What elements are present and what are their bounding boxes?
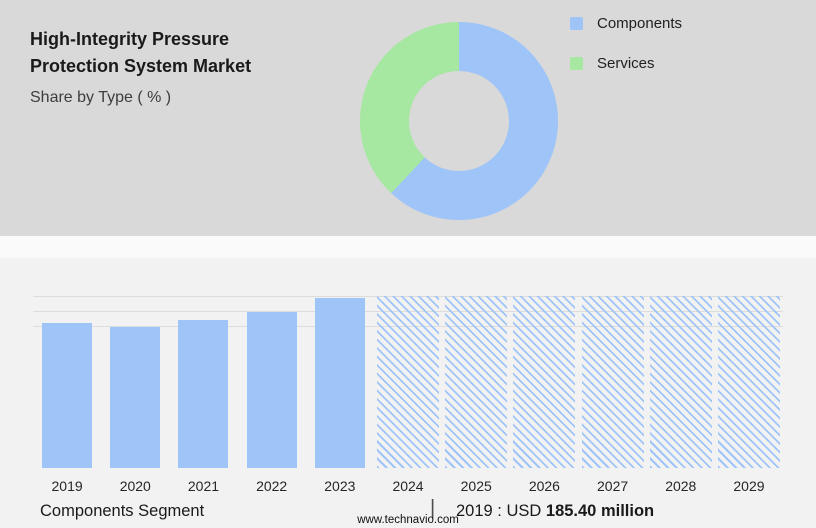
title-block: High-Integrity Pressure Protection Syste… [30, 26, 251, 109]
chart-subtitle: Share by Type ( % ) [30, 89, 172, 106]
x-axis-label: 2025 [460, 478, 492, 494]
forecast-bar [445, 296, 508, 468]
stat-value: 185.40 million [545, 502, 655, 520]
bar-column: 2028 [647, 296, 715, 500]
legend-swatch-services-icon [570, 56, 583, 70]
value-bar [110, 327, 161, 468]
forecast-bar [717, 296, 780, 468]
donut-hole [409, 71, 509, 171]
bar-column: 2027 [579, 296, 647, 500]
value-bar [314, 298, 365, 468]
x-axis-label: 2024 [392, 478, 424, 494]
bar-column: 2022 [238, 296, 306, 500]
x-axis-label: 2021 [187, 478, 220, 494]
legend-label-components: Components [597, 14, 683, 32]
caption-separator: | [430, 497, 436, 519]
footer: www.technavio.com [0, 514, 816, 526]
bar-column: 2020 [101, 296, 169, 500]
bar-column: 2026 [510, 296, 578, 500]
chart-legend: Components Services [570, 14, 682, 94]
x-axis-label: 2019 [51, 478, 83, 494]
website-link[interactable]: www.technavio.com [357, 514, 459, 526]
panel-divider [0, 236, 816, 258]
stat-caption: 2019 : USD 185.40 million [456, 502, 654, 521]
bar-chart-panel: 2019 2020 2021 2022 2023 2024 2025 2026 2027 2028… [0, 258, 816, 528]
legend-item-components: Components [570, 14, 682, 32]
forecast-bar [649, 296, 712, 468]
value-bar [178, 320, 229, 468]
page-title-line1: High-Integrity Pressure [30, 29, 230, 49]
forecast-bar [513, 296, 576, 468]
x-axis-label: 2029 [733, 478, 765, 494]
bar-column: 2021 [169, 296, 237, 500]
x-axis-label: 2026 [528, 478, 560, 494]
bar-column: 2029 [715, 296, 783, 500]
legend-label-services: Services [597, 54, 655, 72]
bar-chart: 2019 2020 2021 2022 2023 2024 2025 2026 2027 2028… [33, 296, 783, 500]
legend-swatch-components-icon [570, 16, 583, 30]
bar-column: 2023 [306, 296, 374, 500]
bar-column: 2024 [374, 296, 442, 500]
header-panel: High-Integrity Pressure Protection Syste… [0, 0, 816, 236]
forecast-bar [377, 296, 440, 468]
donut-chart [360, 22, 558, 220]
x-axis-label: 2023 [324, 478, 356, 494]
x-axis-label: 2022 [256, 478, 288, 494]
x-axis-label: 2028 [665, 478, 697, 494]
stat-prefix: 2019 : USD [456, 502, 546, 520]
value-bar [42, 323, 93, 468]
bar-column: 2019 [33, 296, 101, 500]
forecast-bar [581, 296, 644, 468]
x-axis-label: 2020 [119, 478, 151, 494]
legend-item-services: Services [570, 54, 682, 72]
segment-caption: Components Segment [40, 502, 205, 520]
value-bar [246, 312, 297, 468]
page-title-line2: Protection System Market [30, 56, 252, 76]
x-axis-label: 2027 [597, 478, 629, 494]
bar-column: 2025 [442, 296, 510, 500]
